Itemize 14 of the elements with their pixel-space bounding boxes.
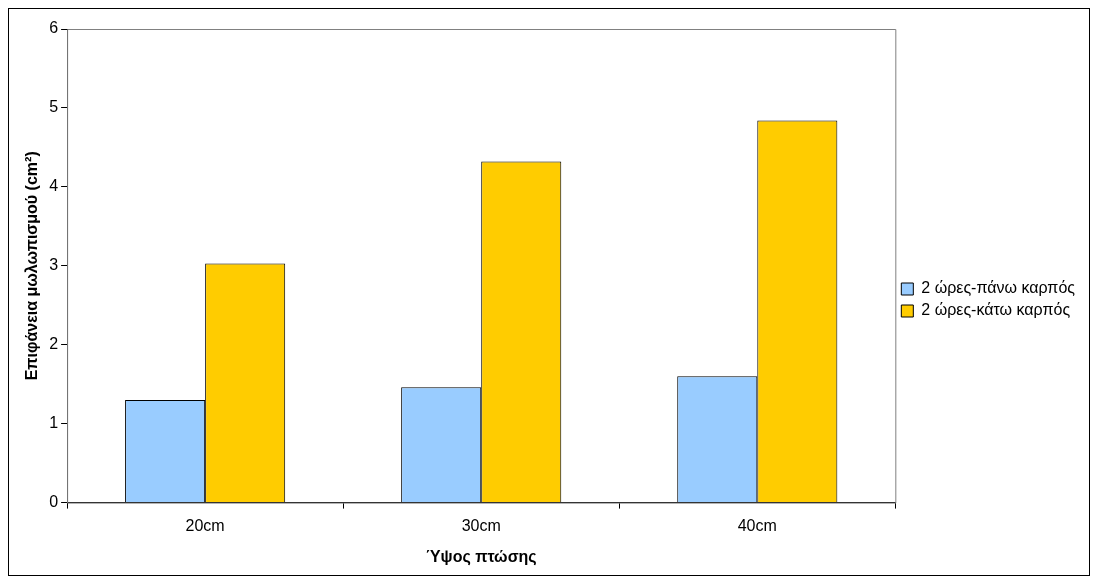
y-tick-label: 2	[49, 335, 59, 353]
y-tick-label: 0	[49, 493, 59, 511]
x-tick-label: 40cm	[737, 516, 777, 534]
y-tick-label: 1	[49, 414, 59, 432]
legend-label: 2 ώρες-πάνω καρπός	[921, 279, 1076, 297]
y-axis-title: Επιφάνεια μωλωπισμού (cm²)	[23, 151, 41, 381]
legend-label: 2 ώρες-κάτω καρπός	[921, 301, 1071, 319]
x-tick-label: 30cm	[461, 516, 501, 534]
y-tick-label: 5	[49, 98, 59, 116]
x-axis-title: Ύψος πτώσης	[425, 547, 537, 566]
y-tick-label: 6	[49, 19, 59, 37]
y-tick-label: 4	[49, 177, 59, 195]
x-tick-label: 20cm	[185, 516, 225, 534]
y-tick-label: 3	[49, 256, 59, 274]
